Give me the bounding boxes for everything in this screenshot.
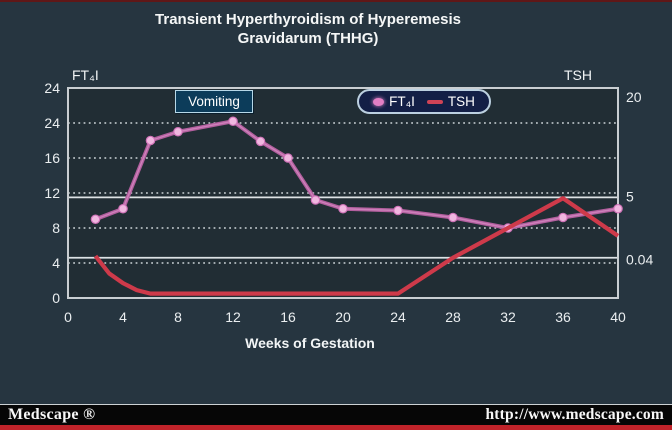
- left-tick-label: 24: [44, 80, 60, 96]
- x-tick-label: 12: [225, 309, 241, 325]
- legend-label-tsh: TSH: [447, 94, 475, 109]
- ft4i-point: [613, 203, 623, 214]
- left-tick-label: 8: [52, 220, 60, 236]
- plot-area: [68, 88, 618, 298]
- ft4i-point: [173, 126, 183, 137]
- top-red-border: [0, 0, 672, 2]
- tsh-marker-icon: [426, 99, 443, 104]
- x-tick-label: 40: [610, 309, 626, 325]
- left-tick-label: 16: [44, 150, 60, 166]
- medscape-url: http://www.medscape.com: [485, 406, 664, 423]
- right-axis-title: TSH: [564, 67, 592, 83]
- ft4i-point: [393, 205, 403, 216]
- legend-label-ft4i: FT₄I: [389, 94, 415, 109]
- ft4i-point: [90, 214, 101, 225]
- left-tick-label: 4: [52, 255, 60, 271]
- thhg-chart: 0 4 8 12 16 20 24 28 32 36 40242416128402050.04FT₄…: [44, 67, 653, 351]
- page-title: Transient Hyperthyroidism of Hyperemesis…: [0, 10, 672, 48]
- vomiting-annotation-box: Vomiting: [175, 90, 253, 113]
- left-tick-label: 24: [44, 115, 60, 131]
- x-tick-label: 36: [555, 309, 571, 325]
- tsh-line: [93, 196, 620, 296]
- medscape-logo: Medscape ®: [8, 406, 96, 423]
- ft4i-point: [448, 212, 458, 223]
- legend-item-ft4i: FT₄I: [373, 94, 415, 109]
- left-tick-label: 0: [52, 290, 60, 306]
- ft4i-point: [283, 153, 293, 163]
- legend-item-tsh: TSH: [426, 94, 475, 109]
- title-line-1: Transient Hyperthyroidism of Hyperemesis: [155, 11, 461, 28]
- footer-red-border: [0, 425, 672, 430]
- x-axis-title: Weeks of Gestation: [245, 335, 375, 351]
- x-tick-label: 16: [280, 309, 296, 325]
- ft4i-point: [145, 135, 156, 146]
- ft4i-point: [310, 195, 321, 205]
- right-tick-label: 5: [626, 189, 634, 205]
- x-tick-label: 0: [64, 309, 72, 325]
- title-line-2: Gravidarum (THHG): [237, 30, 379, 47]
- x-tick-label: 24: [390, 309, 406, 325]
- left-tick-label: 12: [44, 185, 60, 201]
- x-tick-label: 4: [119, 309, 127, 325]
- chart-legend: FT₄I TSH: [357, 89, 491, 114]
- ft4i-point: [228, 116, 238, 127]
- x-tick-label: 8: [174, 309, 182, 325]
- ft4i-point: [255, 136, 266, 147]
- right-tick-label: 20: [626, 89, 642, 105]
- ft4i-point: [118, 203, 128, 214]
- left-axis-title: FT₄I: [72, 67, 99, 83]
- footer-bar: Medscape ® http://www.medscape.com: [0, 405, 672, 425]
- x-tick-label: 28: [445, 309, 461, 325]
- ft4i-point: [558, 212, 568, 223]
- ft4i-marker-icon: [373, 97, 385, 106]
- ft4i-line-highlight: [95, 120, 619, 229]
- ft4i-point: [338, 203, 348, 214]
- x-tick-label: 20: [335, 309, 351, 325]
- plot-border: [67, 87, 619, 299]
- x-tick-label: 32: [500, 309, 516, 325]
- right-tick-label: 0.04: [626, 252, 653, 268]
- vomiting-label: Vomiting: [188, 94, 240, 109]
- footer-divider: [0, 404, 672, 405]
